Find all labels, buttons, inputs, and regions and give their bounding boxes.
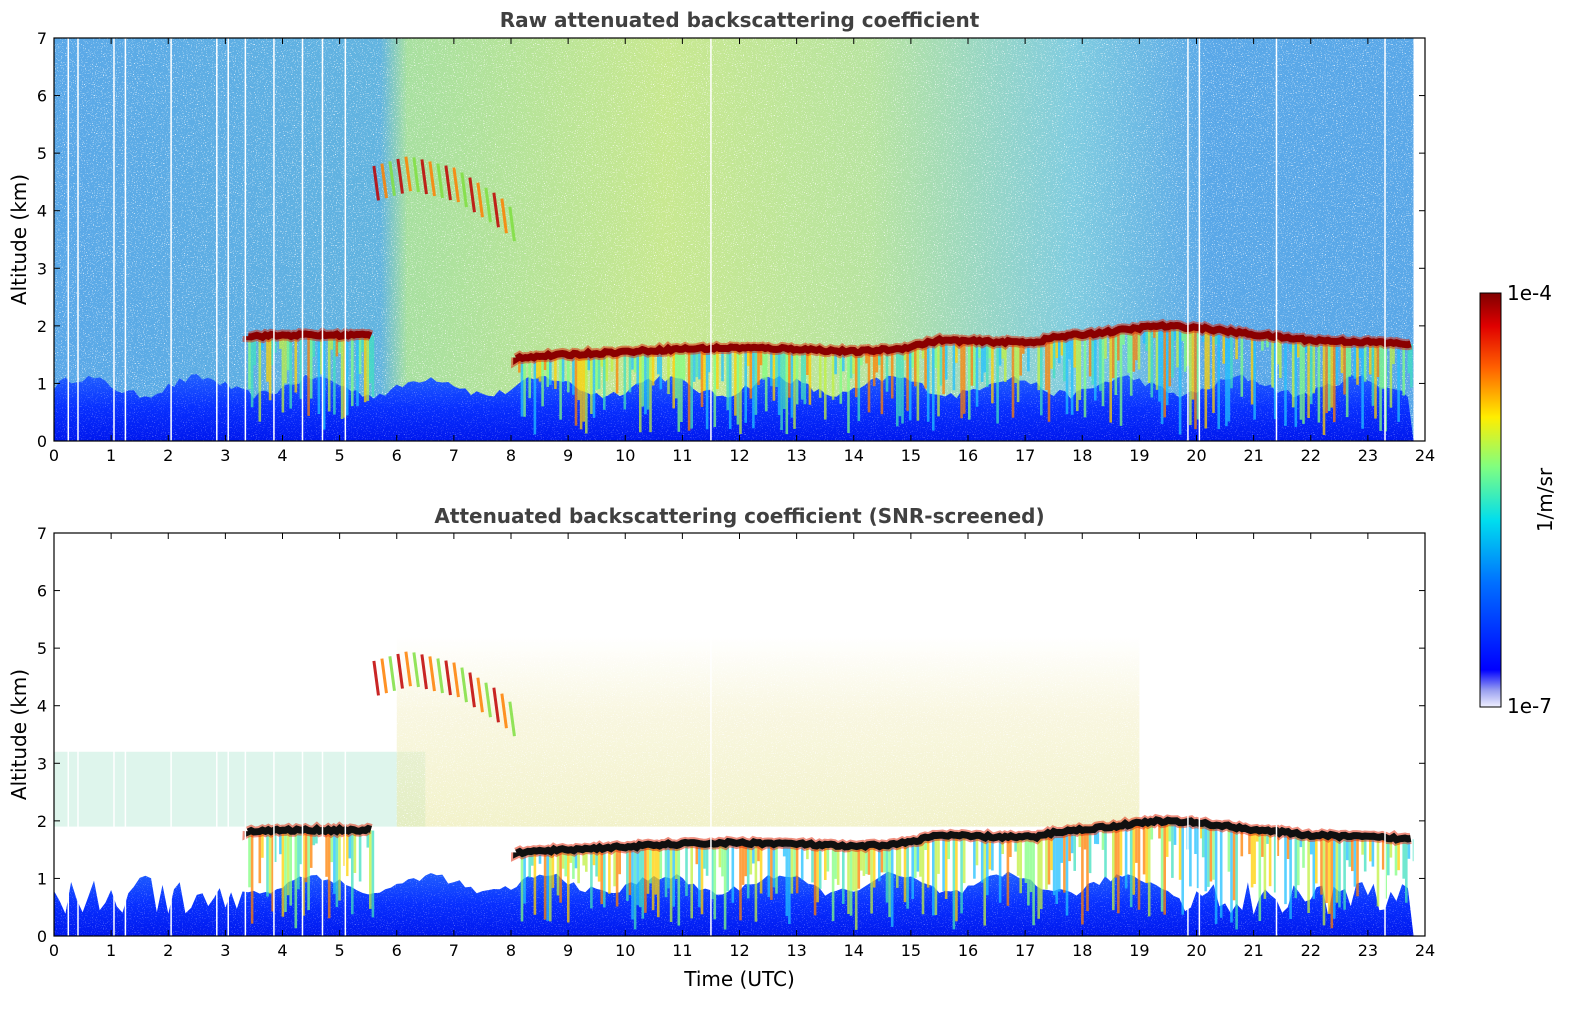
panel-2: 0 1 2 3 4 5 6 7 8 9 10 11 12 13 14 15 16 17 18 19 20 21 22 23 24… — [7, 504, 1435, 991]
colorbar-min-label: 1e-7 — [1507, 694, 1552, 718]
y-tick-label: 2 — [37, 317, 47, 336]
x-tick-label: 23 — [1358, 446, 1378, 465]
colorbar: 1e-4 1e-7 1/m/sr — [1479, 281, 1557, 718]
y-tick-label: 5 — [37, 639, 47, 658]
x-tick-label: 3 — [220, 941, 230, 960]
y-tick-label: 3 — [37, 259, 47, 278]
y-tick-label: 6 — [37, 87, 47, 106]
y-tick-label: 4 — [37, 697, 47, 716]
y-tick-label: 7 — [37, 524, 47, 543]
x-tick-label: 15 — [901, 941, 921, 960]
x-tick-label: 10 — [615, 941, 635, 960]
x-tick-label: 19 — [1129, 941, 1149, 960]
x-tick-label: 14 — [844, 941, 864, 960]
x-tick-label: 7 — [449, 941, 459, 960]
heatmap-area — [54, 533, 1425, 936]
x-tick-label: 8 — [506, 941, 516, 960]
x-tick-label: 13 — [786, 446, 806, 465]
x-tick-label: 23 — [1358, 941, 1378, 960]
y-tick-label: 1 — [37, 374, 47, 393]
x-tick-label: 5 — [335, 941, 345, 960]
x-tick-label: 9 — [563, 446, 573, 465]
x-tick-label: 15 — [901, 446, 921, 465]
x-tick-label: 24 — [1415, 446, 1435, 465]
x-tick-label: 0 — [49, 446, 59, 465]
y-tick-label: 3 — [37, 754, 47, 773]
y-axis-label: Altitude (km) — [7, 174, 31, 305]
colorbar-unit-label: 1/m/sr — [1533, 467, 1557, 532]
x-tick-label: 0 — [49, 941, 59, 960]
y-tick-label: 2 — [37, 812, 47, 831]
x-tick-label: 3 — [220, 446, 230, 465]
colorbar-gradient — [1479, 292, 1502, 708]
x-tick-label: 11 — [672, 446, 692, 465]
x-tick-label: 6 — [392, 941, 402, 960]
x-tick-label: 17 — [1015, 446, 1035, 465]
x-tick-label: 4 — [277, 941, 287, 960]
x-tick-label: 17 — [1015, 941, 1035, 960]
x-tick-label: 9 — [563, 941, 573, 960]
y-tick-label: 0 — [37, 432, 47, 451]
chart-title: Attenuated backscattering coefficient (S… — [434, 504, 1044, 528]
y-tick-label: 1 — [37, 869, 47, 888]
x-tick-label: 14 — [844, 446, 864, 465]
boundary-layer-top — [244, 321, 1412, 365]
x-tick-label: 19 — [1129, 446, 1149, 465]
x-tick-label: 16 — [958, 446, 978, 465]
x-tick-label: 6 — [392, 446, 402, 465]
x-tick-label: 11 — [672, 941, 692, 960]
y-tick-label: 0 — [37, 927, 47, 946]
x-tick-label: 20 — [1186, 446, 1206, 465]
heatmap-area — [54, 38, 1425, 441]
x-tick-label: 12 — [729, 941, 749, 960]
panel-1: 0 1 2 3 4 5 6 7 8 9 10 11 12 13 14 15 16 17 18 19 20 21 22 23 24… — [7, 8, 1435, 465]
x-tick-label: 2 — [163, 941, 173, 960]
x-tick-label: 7 — [449, 446, 459, 465]
x-axis-label: Time (UTC) — [683, 967, 795, 991]
x-tick-label: 10 — [615, 446, 635, 465]
x-tick-label: 2 — [163, 446, 173, 465]
x-tick-label: 18 — [1072, 446, 1092, 465]
x-tick-label: 22 — [1301, 941, 1321, 960]
x-tick-label: 5 — [335, 446, 345, 465]
x-tick-label: 8 — [506, 446, 516, 465]
x-tick-label: 20 — [1186, 941, 1206, 960]
x-tick-label: 1 — [106, 941, 116, 960]
x-tick-label: 1 — [106, 446, 116, 465]
y-tick-label: 5 — [37, 144, 47, 163]
x-tick-label: 22 — [1301, 446, 1321, 465]
y-tick-label: 7 — [37, 29, 47, 48]
x-tick-label: 18 — [1072, 941, 1092, 960]
x-tick-label: 12 — [729, 446, 749, 465]
colorbar-max-label: 1e-4 — [1507, 281, 1552, 305]
x-tick-label: 16 — [958, 941, 978, 960]
y-tick-label: 6 — [37, 582, 47, 601]
y-tick-label: 4 — [37, 202, 47, 221]
y-axis-label: Altitude (km) — [7, 669, 31, 800]
x-tick-label: 21 — [1243, 446, 1263, 465]
boundary-layer-top — [244, 816, 1412, 859]
x-tick-label: 4 — [277, 446, 287, 465]
x-tick-label: 21 — [1243, 941, 1263, 960]
chart-title: Raw attenuated backscattering coefficien… — [500, 8, 980, 32]
x-tick-label: 13 — [786, 941, 806, 960]
x-tick-label: 24 — [1415, 941, 1435, 960]
